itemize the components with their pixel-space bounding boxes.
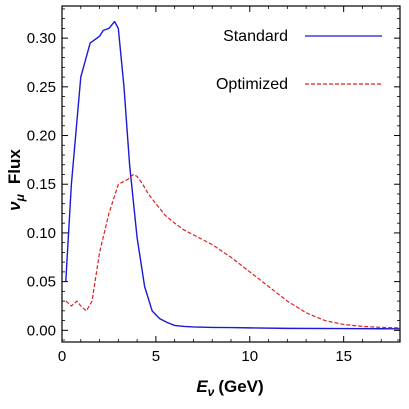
y-axis-symbol: ν (5, 201, 24, 211)
x-axis-title: Eν (GeV) (196, 377, 263, 399)
x-axis-symbol: E (196, 377, 208, 396)
y-tick-label: 0.20 (27, 128, 56, 145)
y-tick-label: 0.25 (27, 79, 56, 96)
y-tick-label: 0.15 (27, 176, 56, 193)
y-tick-label: 0.30 (27, 30, 56, 47)
y-axis-word: Flux (5, 149, 24, 184)
y-tick-label: 0.05 (27, 274, 56, 291)
y-tick-label: 0.10 (27, 225, 56, 242)
x-axis-subscript: ν (208, 385, 215, 399)
legend-label-optimized: Optimized (216, 76, 288, 93)
legend: Standard Optimized (216, 28, 382, 93)
series-layer (65, 20, 401, 330)
y-tick-label: 0.00 (27, 322, 56, 339)
series-line-optimized (65, 173, 401, 329)
x-tick-label: 5 (152, 348, 160, 365)
x-tick-label: 15 (335, 348, 352, 365)
x-tick-label: 0 (58, 348, 66, 365)
plot-frame (61, 5, 401, 343)
x-tick-label: 10 (241, 348, 258, 365)
x-axis-unit: (GeV) (218, 377, 263, 396)
series-line-standard (65, 20, 401, 330)
axes-layer: 0 5 10 15 0.00 0.05 0.10 0.15 0.20 0.25 0.30 (27, 5, 401, 365)
axis-titles: Eν (GeV) νμFlux (5, 149, 264, 399)
y-axis-title: νμ Flux (5, 149, 27, 211)
y-axis-subscript: μ (13, 193, 27, 202)
legend-label-standard: Standard (223, 28, 288, 45)
